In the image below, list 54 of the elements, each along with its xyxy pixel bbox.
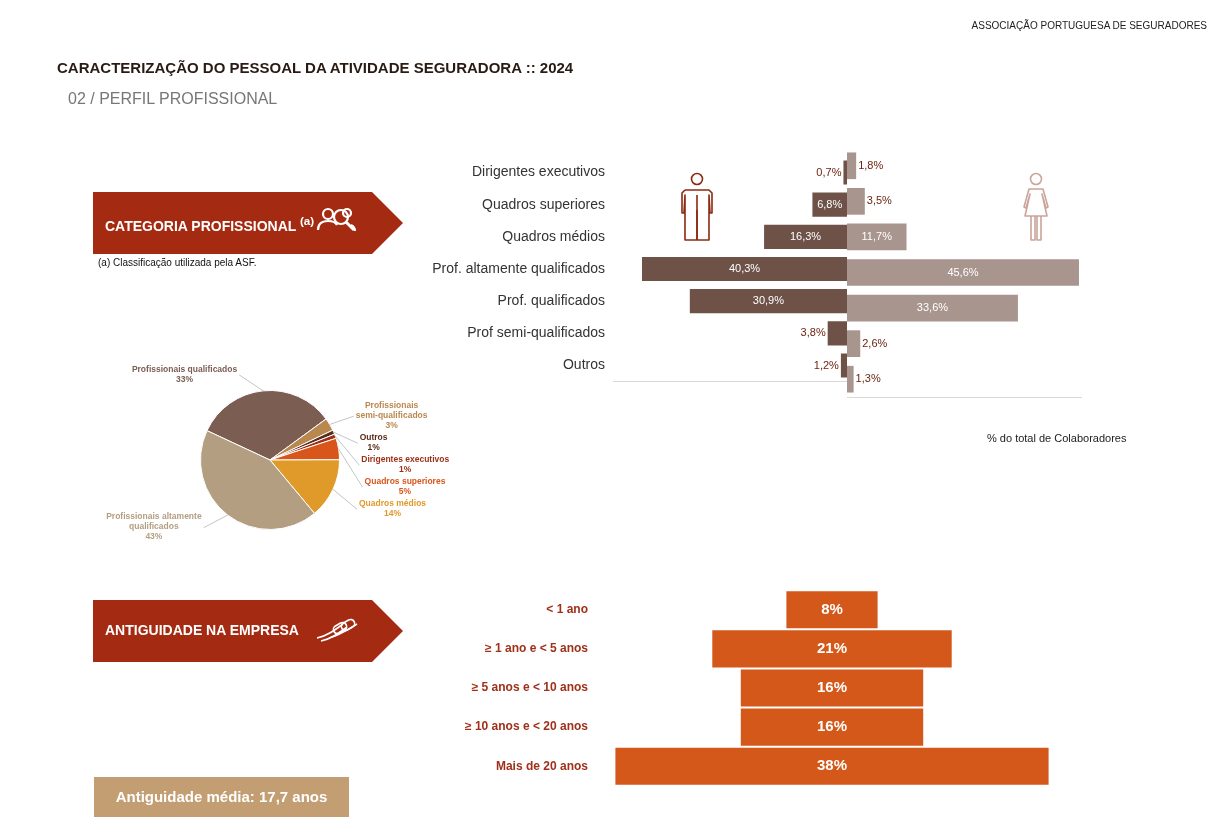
y-tick-label: Quadros superiores: [482, 195, 605, 212]
data-label: 16%: [816, 717, 848, 735]
y-tick-label: Outros: [562, 356, 605, 373]
y-tick-label: Quadros médios: [502, 227, 605, 244]
data-label: 3,5%: [866, 194, 893, 207]
data-label: 8%: [821, 599, 843, 617]
text: Antiguidade média: 17,7 anos: [94, 777, 349, 817]
slice-label: Outros: [359, 431, 388, 442]
text: % do total de Colaboradores: [987, 432, 1127, 444]
category-label: Mais de 20 anos: [495, 758, 589, 773]
text: ANTIGUIDADE NA EMPRESA: [105, 622, 299, 638]
y-tick-label: Prof semi-qualificados: [467, 324, 605, 341]
data-label: 45,6%: [947, 265, 979, 278]
data-label: 14%: [384, 507, 402, 518]
category-label: ≥ 10 anos e < 20 anos: [465, 719, 589, 734]
data-label: 0,7%: [816, 165, 842, 178]
data-label: 43%: [145, 531, 163, 542]
text: 02 / PERFIL PROFISSIONAL: [68, 90, 278, 108]
data-label: 6,8%: [817, 197, 843, 210]
text: ASSOCIAÇÃO PORTUGUESA DE SEGURADORES: [971, 20, 1207, 31]
data-label: 2,6%: [862, 336, 888, 349]
data-label: 38%: [816, 756, 848, 774]
data-label: 1%: [399, 463, 412, 474]
data-label: 21%: [816, 639, 848, 657]
category-label: < 1 ano: [546, 602, 588, 617]
data-label: 30,9%: [752, 294, 785, 307]
text: CARACTERIZAÇÃO DO PESSOAL DA ATIVIDADE SEGURADORA :: 2024: [57, 59, 574, 76]
slice-label: Profissionais altamente qualificados: [106, 511, 202, 532]
y-tick-label: Prof. altamente qualificados: [432, 259, 605, 276]
data-label: 33%: [176, 373, 194, 384]
slice-label: Dirigentes executivos: [361, 453, 450, 464]
bar: [847, 365, 854, 393]
data-label: 16%: [816, 678, 848, 696]
data-label: 33,6%: [916, 301, 949, 314]
data-label: 1,3%: [855, 372, 881, 385]
y-tick-label: Dirigentes executivos: [471, 163, 605, 180]
data-label: 3,8%: [800, 326, 826, 339]
slice-label: Quadros médios: [358, 497, 427, 508]
text: (a) Classificação utilizada pela ASF.: [98, 257, 257, 268]
data-label: 1,8%: [858, 158, 884, 171]
slice-label: Profissionais semi-qualificados: [355, 399, 428, 420]
slice-label: Quadros superiores: [364, 475, 446, 486]
chart-title: CATEGORIA PROFISSIONAL $^{(a)}$: [105, 214, 315, 234]
data-label: 1,2%: [813, 358, 840, 371]
y-tick-label: Prof. qualificados: [497, 292, 605, 309]
category-label: ≥ 1 ano e < 5 anos: [485, 641, 589, 656]
category-label: ≥ 5 anos e < 10 anos: [471, 680, 589, 695]
slice-label: Profissionais qualificados: [131, 363, 238, 374]
data-label: 16,3%: [789, 229, 822, 242]
data-label: 5%: [398, 485, 412, 496]
data-label: 40,3%: [728, 262, 761, 275]
data-label: 3%: [385, 419, 399, 430]
data-label: 11,7%: [861, 229, 893, 242]
data-label: 1%: [367, 441, 381, 452]
